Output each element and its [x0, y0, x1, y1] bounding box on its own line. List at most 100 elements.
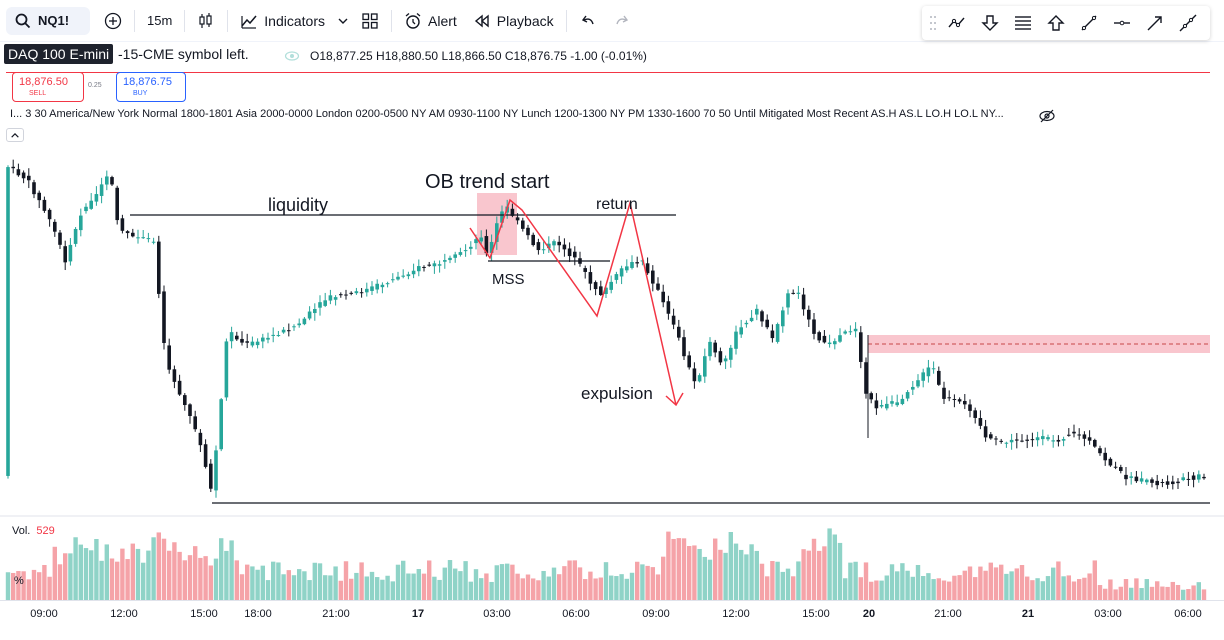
candle-body — [1041, 436, 1045, 440]
candle-body — [172, 369, 177, 382]
candle-body — [276, 335, 281, 337]
volume-bar — [343, 561, 349, 600]
time-axis-tick: 03:00 — [483, 608, 511, 620]
interval-button[interactable]: 15m — [147, 13, 173, 28]
volume-bar — [281, 574, 286, 600]
volume-bar — [63, 553, 68, 600]
symbol-search-button[interactable]: NQ1! — [6, 6, 90, 35]
candle-body — [760, 311, 764, 322]
candle-body — [177, 380, 182, 395]
volume-bar — [603, 562, 609, 600]
volume-bar — [1175, 584, 1181, 600]
volume-bar — [759, 563, 765, 600]
volume-bar — [520, 578, 525, 600]
candle-body — [640, 260, 645, 262]
volume-bar — [265, 580, 271, 600]
eye-slash-icon[interactable] — [1038, 108, 1056, 124]
volume-bar — [817, 550, 822, 600]
candle-body — [848, 331, 853, 333]
alert-button[interactable]: Alert — [396, 6, 465, 36]
undo-button[interactable] — [571, 6, 605, 36]
trend-line-tool-icon[interactable] — [940, 8, 973, 38]
eye-icon[interactable] — [284, 48, 300, 64]
ray-tool-icon[interactable] — [1072, 8, 1105, 38]
candle-body — [203, 444, 208, 467]
candle-body — [666, 301, 671, 314]
volume-bar — [1097, 585, 1103, 600]
chart-type-button[interactable] — [189, 6, 223, 36]
volume-bar — [973, 577, 978, 600]
sell-button[interactable]: 18,876.50 SELL — [12, 72, 84, 102]
extended-line-tool-icon[interactable] — [1171, 8, 1204, 38]
layout-button[interactable] — [353, 6, 387, 36]
sell-label: SELL — [29, 90, 47, 97]
volume-bar — [1035, 578, 1040, 600]
volume-bar — [1066, 575, 1071, 600]
volume-bar — [1009, 571, 1014, 600]
candle-body — [911, 386, 915, 390]
candle-body — [344, 294, 348, 296]
time-axis[interactable]: 09:00 12:00 15:00 18:00 21:00 17 03:00 06:00 09:… — [0, 600, 1224, 626]
buy-button[interactable]: 18,876.75 BUY — [116, 72, 186, 102]
volume-bar — [151, 537, 156, 600]
volume-bar — [1051, 567, 1056, 600]
candle-body — [1015, 439, 1019, 441]
volume-bar — [193, 546, 198, 600]
horizontal-ray-tool-icon[interactable] — [1105, 8, 1138, 38]
indicators-dropdown-button[interactable] — [333, 6, 353, 36]
volume-bar — [614, 576, 619, 600]
arrow-up-tool-icon[interactable] — [1039, 8, 1072, 38]
candle-body — [822, 335, 827, 343]
volume-bar — [640, 564, 645, 600]
collapse-legend-button[interactable] — [6, 128, 24, 142]
playback-button[interactable]: Playback — [465, 6, 562, 36]
volume-bar — [385, 575, 390, 600]
candle-body — [323, 300, 327, 306]
volume-bar — [468, 581, 473, 600]
volume-bar — [317, 563, 323, 600]
volume-bar — [822, 546, 827, 600]
volume-bar — [499, 564, 505, 600]
candle-body — [1124, 474, 1128, 480]
indicator-legend[interactable]: I... 3 30 America/New York Normal 1800-1… — [10, 108, 1004, 120]
compare-symbol-button[interactable] — [96, 6, 130, 36]
candle-body — [770, 330, 775, 339]
candle-body — [791, 292, 795, 294]
volume-bar — [1196, 582, 1201, 600]
volume-bar — [390, 581, 395, 600]
ohlc-values: O18,877.25 H18,880.50 L18,866.50 C18,876… — [310, 49, 647, 63]
price-chart[interactable]: OB trend start liquidity return MSS expulsio… — [0, 0, 1224, 600]
volume-bar — [73, 537, 78, 600]
volume-bar — [130, 543, 135, 600]
volume-bar — [1129, 587, 1134, 600]
volume-bar — [728, 532, 733, 600]
time-axis-tick: 06:00 — [1174, 608, 1202, 620]
horizontal-lines-tool-icon[interactable] — [1006, 8, 1039, 38]
expulsion-arrowhead — [665, 392, 684, 407]
candle-body — [926, 367, 931, 377]
volume-bar — [401, 560, 406, 600]
drag-handle-icon[interactable] — [928, 12, 938, 34]
candle-body — [1056, 439, 1061, 442]
candle-body — [942, 387, 946, 399]
candle-body — [890, 401, 894, 404]
volume-bar — [967, 566, 973, 600]
volume-bar — [947, 581, 952, 600]
candle-body — [812, 319, 816, 334]
volume-bar — [1134, 578, 1139, 600]
symbol-tooltip: DAQ 100 E-mini — [4, 44, 114, 64]
arrow-down-tool-icon[interactable] — [973, 8, 1006, 38]
candle-body — [261, 337, 265, 342]
volume-bar — [359, 562, 364, 600]
indicators-button[interactable]: Indicators — [232, 6, 333, 36]
volume-bar — [104, 544, 109, 600]
candle-body — [27, 175, 31, 181]
candle-body — [599, 286, 603, 295]
redo-button[interactable] — [605, 6, 639, 36]
candle-body — [827, 342, 832, 345]
arrow-tool-icon[interactable] — [1138, 8, 1171, 38]
candle-body — [463, 250, 468, 252]
volume-bar — [1139, 588, 1144, 600]
volume-bar — [962, 570, 967, 600]
